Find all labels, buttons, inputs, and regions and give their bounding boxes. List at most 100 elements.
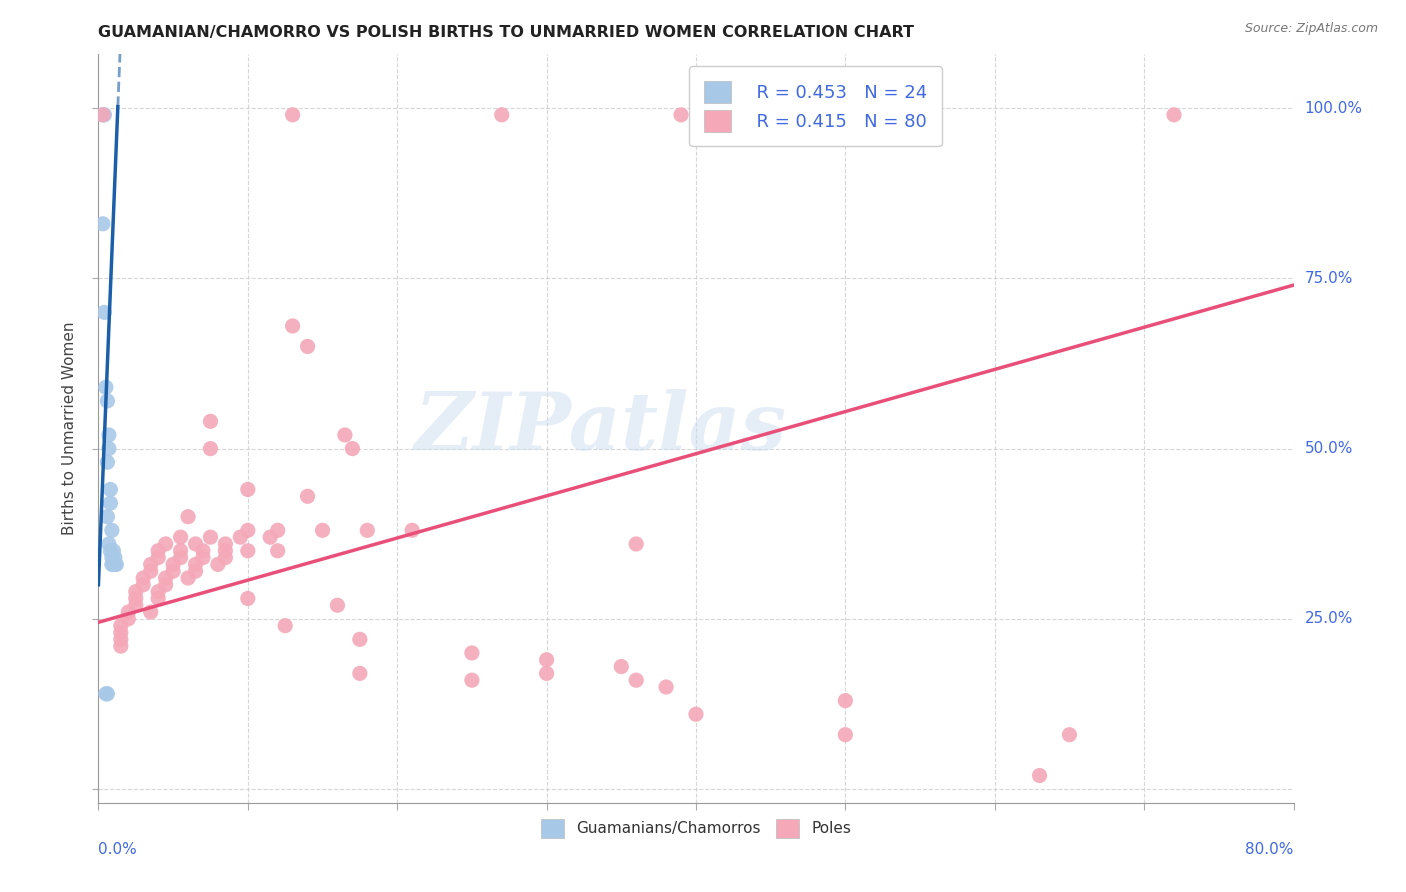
Point	[162, 558, 184, 572]
Point	[401, 524, 423, 538]
Point	[191, 543, 214, 558]
Point	[117, 612, 139, 626]
Y-axis label: Births to Unmarried Women: Births to Unmarried Women	[62, 321, 77, 535]
Text: 80.0%: 80.0%	[1246, 842, 1294, 856]
Point	[184, 537, 207, 551]
Point	[125, 584, 148, 599]
Point	[110, 618, 132, 632]
Point	[1163, 108, 1185, 122]
Text: 0.0%: 0.0%	[98, 842, 138, 856]
Point	[610, 659, 633, 673]
Point	[155, 537, 177, 551]
Point	[97, 442, 120, 456]
Point	[148, 584, 170, 599]
Point	[98, 483, 122, 497]
Point	[104, 558, 127, 572]
Text: 75.0%: 75.0%	[1305, 271, 1353, 285]
Point	[169, 543, 191, 558]
Point	[669, 108, 692, 122]
Point	[103, 543, 125, 558]
Text: 50.0%: 50.0%	[1305, 442, 1353, 456]
Point	[93, 305, 115, 319]
Point	[139, 605, 162, 619]
Point	[104, 550, 127, 565]
Point	[536, 666, 558, 681]
Point	[94, 687, 117, 701]
Point	[326, 599, 349, 613]
Point	[259, 530, 281, 544]
Point	[207, 558, 229, 572]
Point	[97, 428, 120, 442]
Point	[96, 455, 118, 469]
Point	[491, 108, 513, 122]
Point	[148, 591, 170, 606]
Point	[274, 618, 297, 632]
Point	[125, 591, 148, 606]
Point	[155, 571, 177, 585]
Point	[333, 428, 356, 442]
Point	[101, 524, 124, 538]
Point	[200, 442, 222, 456]
Point	[110, 639, 132, 653]
Point	[461, 646, 484, 660]
Point	[96, 509, 118, 524]
Point	[342, 442, 364, 456]
Text: 100.0%: 100.0%	[1305, 101, 1362, 115]
Point	[626, 537, 648, 551]
Point	[139, 564, 162, 578]
Point	[105, 558, 128, 572]
Point	[655, 680, 678, 694]
Point	[626, 673, 648, 688]
Point	[132, 578, 155, 592]
Point	[169, 550, 191, 565]
Point	[267, 543, 290, 558]
Point	[93, 108, 115, 122]
Point	[101, 558, 124, 572]
Point	[200, 530, 222, 544]
Point	[110, 632, 132, 647]
Point	[110, 625, 132, 640]
Text: Source: ZipAtlas.com: Source: ZipAtlas.com	[1244, 22, 1378, 36]
Text: GUAMANIAN/CHAMORRO VS POLISH BIRTHS TO UNMARRIED WOMEN CORRELATION CHART: GUAMANIAN/CHAMORRO VS POLISH BIRTHS TO U…	[98, 25, 914, 40]
Point	[214, 537, 236, 551]
Point	[461, 673, 484, 688]
Point	[191, 550, 214, 565]
Point	[685, 707, 707, 722]
Point	[356, 524, 378, 538]
Point	[214, 543, 236, 558]
Point	[349, 666, 371, 681]
Point	[169, 530, 191, 544]
Point	[1059, 728, 1081, 742]
Point	[214, 550, 236, 565]
Point	[236, 483, 259, 497]
Point	[184, 558, 207, 572]
Point	[94, 380, 117, 394]
Point	[297, 339, 319, 353]
Point	[98, 543, 122, 558]
Point	[162, 564, 184, 578]
Point	[834, 728, 856, 742]
Point	[536, 653, 558, 667]
Point	[349, 632, 371, 647]
Point	[267, 524, 290, 538]
Point	[236, 543, 259, 558]
Point	[139, 558, 162, 572]
Legend: Guamanians/Chamorros, Poles: Guamanians/Chamorros, Poles	[534, 813, 858, 844]
Point	[834, 693, 856, 707]
Point	[96, 393, 118, 408]
Text: 25.0%: 25.0%	[1305, 611, 1353, 626]
Point	[311, 524, 333, 538]
Point	[91, 108, 114, 122]
Point	[98, 496, 122, 510]
Point	[117, 605, 139, 619]
Point	[148, 543, 170, 558]
Point	[125, 599, 148, 613]
Point	[236, 524, 259, 538]
Point	[101, 550, 124, 565]
Point	[97, 537, 120, 551]
Point	[155, 578, 177, 592]
Point	[297, 489, 319, 503]
Point	[103, 558, 125, 572]
Point	[200, 414, 222, 428]
Point	[177, 571, 200, 585]
